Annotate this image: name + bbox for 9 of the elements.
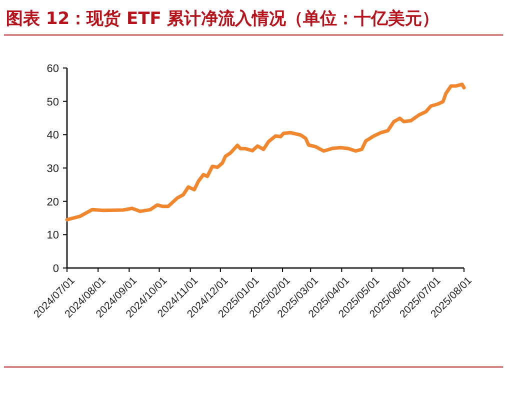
y-tick-label: 30 [46, 163, 59, 175]
y-tick-label: 20 [46, 196, 59, 208]
y-tick-label: 10 [46, 230, 59, 242]
y-tick-label: 60 [46, 63, 59, 75]
y-tick-label: 0 [52, 263, 59, 275]
line-series [65, 82, 466, 222]
y-tick-label: 40 [46, 130, 59, 142]
y-tick-label: 50 [46, 96, 59, 108]
chart-title: 图表 12：现货 ETF 累计净流入情况（单位：十亿美元） [6, 9, 440, 29]
